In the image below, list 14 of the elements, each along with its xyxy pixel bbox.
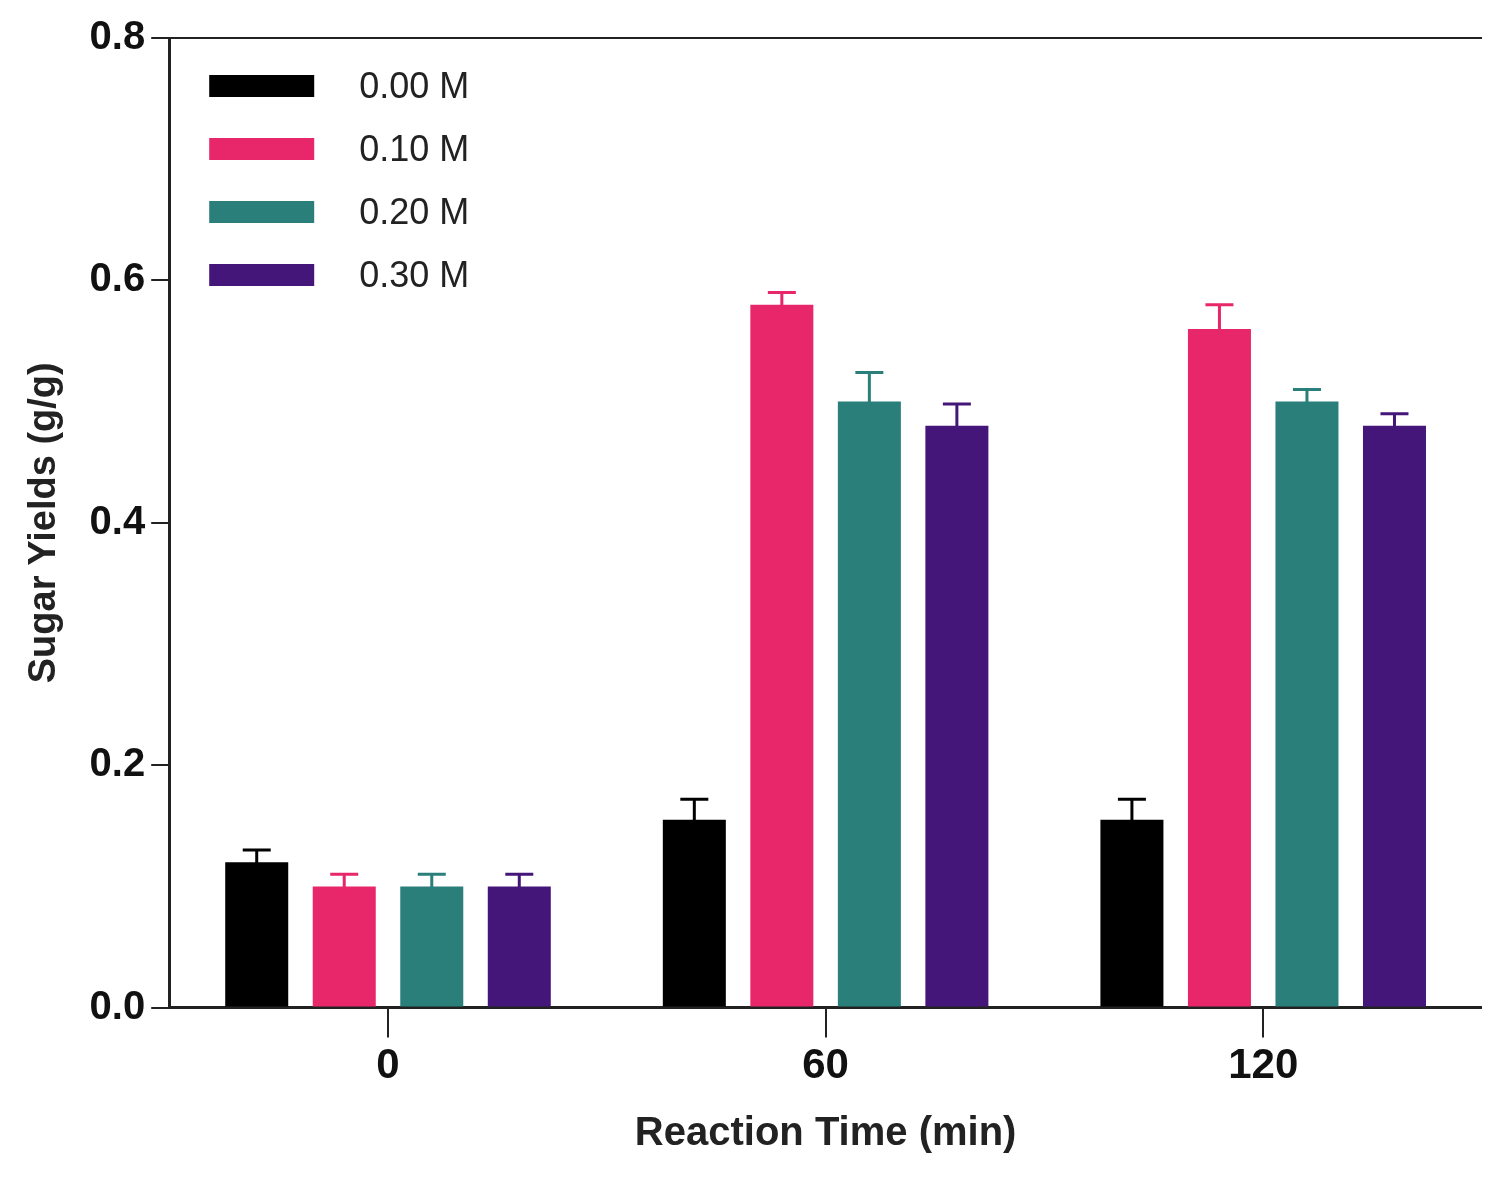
- x-tick-label: 120: [1228, 1040, 1299, 1088]
- y-tick-label: 0.2: [89, 740, 146, 785]
- y-tick-label: 0.6: [89, 255, 146, 300]
- y-tick-label: 0.0: [89, 982, 146, 1027]
- y-axis-title: Sugar Yields (g/g): [21, 362, 64, 684]
- legend-label: 0.20 M: [359, 190, 470, 232]
- legend-label: 0.00 M: [359, 64, 470, 106]
- x-axis-title: Reaction Time (min): [634, 1109, 1017, 1154]
- y-tick-label: 0.8: [89, 13, 146, 58]
- y-tick-label: 0.4: [89, 497, 146, 542]
- x-tick-label: 60: [802, 1040, 849, 1088]
- legend-label: 0.30 M: [359, 253, 470, 295]
- legend-label: 0.10 M: [359, 127, 470, 169]
- x-tick-label: 0: [376, 1040, 400, 1088]
